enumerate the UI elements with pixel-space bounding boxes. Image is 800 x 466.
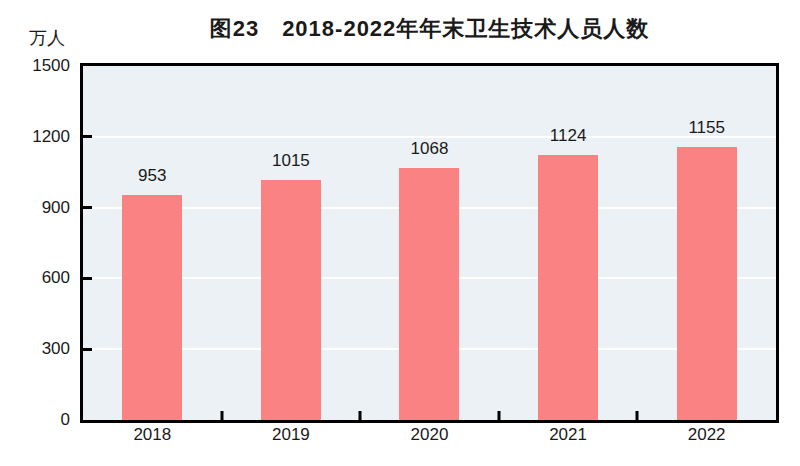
bar-2019 bbox=[261, 180, 321, 420]
x-axis-label-2019: 2019 bbox=[222, 425, 361, 445]
x-axis-tick-labels: 20182019202020212022 bbox=[83, 425, 776, 445]
y-axis-unit-label: 万人 bbox=[29, 26, 65, 50]
y-axis-tick-labels: 030060090012001500 bbox=[0, 66, 70, 420]
chart-title: 图23 2018-2022年年末卫生技术人员人数 bbox=[83, 14, 776, 44]
bar-value-label-2019: 1015 bbox=[222, 151, 361, 171]
y-axis-tick-600 bbox=[83, 277, 92, 280]
bar-cell-2022: 1155 bbox=[637, 66, 776, 420]
y-axis-label-0: 0 bbox=[0, 410, 70, 430]
x-axis-tick-2 bbox=[359, 411, 362, 420]
bar-value-label-2021: 1124 bbox=[499, 126, 638, 146]
x-axis-tick-4 bbox=[636, 411, 639, 420]
y-axis-tick-1200 bbox=[83, 135, 92, 138]
y-axis-tick-300 bbox=[83, 348, 92, 351]
bar-cell-2018: 953 bbox=[83, 66, 222, 420]
x-axis-tick-3 bbox=[497, 411, 500, 420]
bar-2018 bbox=[122, 195, 182, 420]
x-axis-label-2020: 2020 bbox=[360, 425, 499, 445]
bar-2021 bbox=[538, 155, 598, 420]
bars-container: 9531015106811241155 bbox=[83, 66, 776, 420]
x-axis-label-2022: 2022 bbox=[637, 425, 776, 445]
bar-cell-2020: 1068 bbox=[360, 66, 499, 420]
y-axis-label-1200: 1200 bbox=[0, 127, 70, 147]
plot-area: 9531015106811241155 bbox=[83, 66, 776, 420]
bar-value-label-2018: 953 bbox=[83, 166, 222, 186]
bar-cell-2019: 1015 bbox=[222, 66, 361, 420]
bar-2022 bbox=[677, 147, 737, 420]
y-axis-label-900: 900 bbox=[0, 198, 70, 218]
y-axis-label-1500: 1500 bbox=[0, 56, 70, 76]
bar-cell-2021: 1124 bbox=[499, 66, 638, 420]
bar-2020 bbox=[399, 168, 459, 420]
y-axis-label-600: 600 bbox=[0, 268, 70, 288]
bar-value-label-2020: 1068 bbox=[360, 139, 499, 159]
x-axis-tick-1 bbox=[220, 411, 223, 420]
bar-value-label-2022: 1155 bbox=[637, 118, 776, 138]
x-axis-label-2018: 2018 bbox=[83, 425, 222, 445]
x-axis-label-2021: 2021 bbox=[499, 425, 638, 445]
y-axis-label-300: 300 bbox=[0, 339, 70, 359]
chart-canvas: 图23 2018-2022年年末卫生技术人员人数 万人 0 300 600 900 12… bbox=[0, 0, 800, 466]
y-axis-tick-900 bbox=[83, 206, 92, 209]
